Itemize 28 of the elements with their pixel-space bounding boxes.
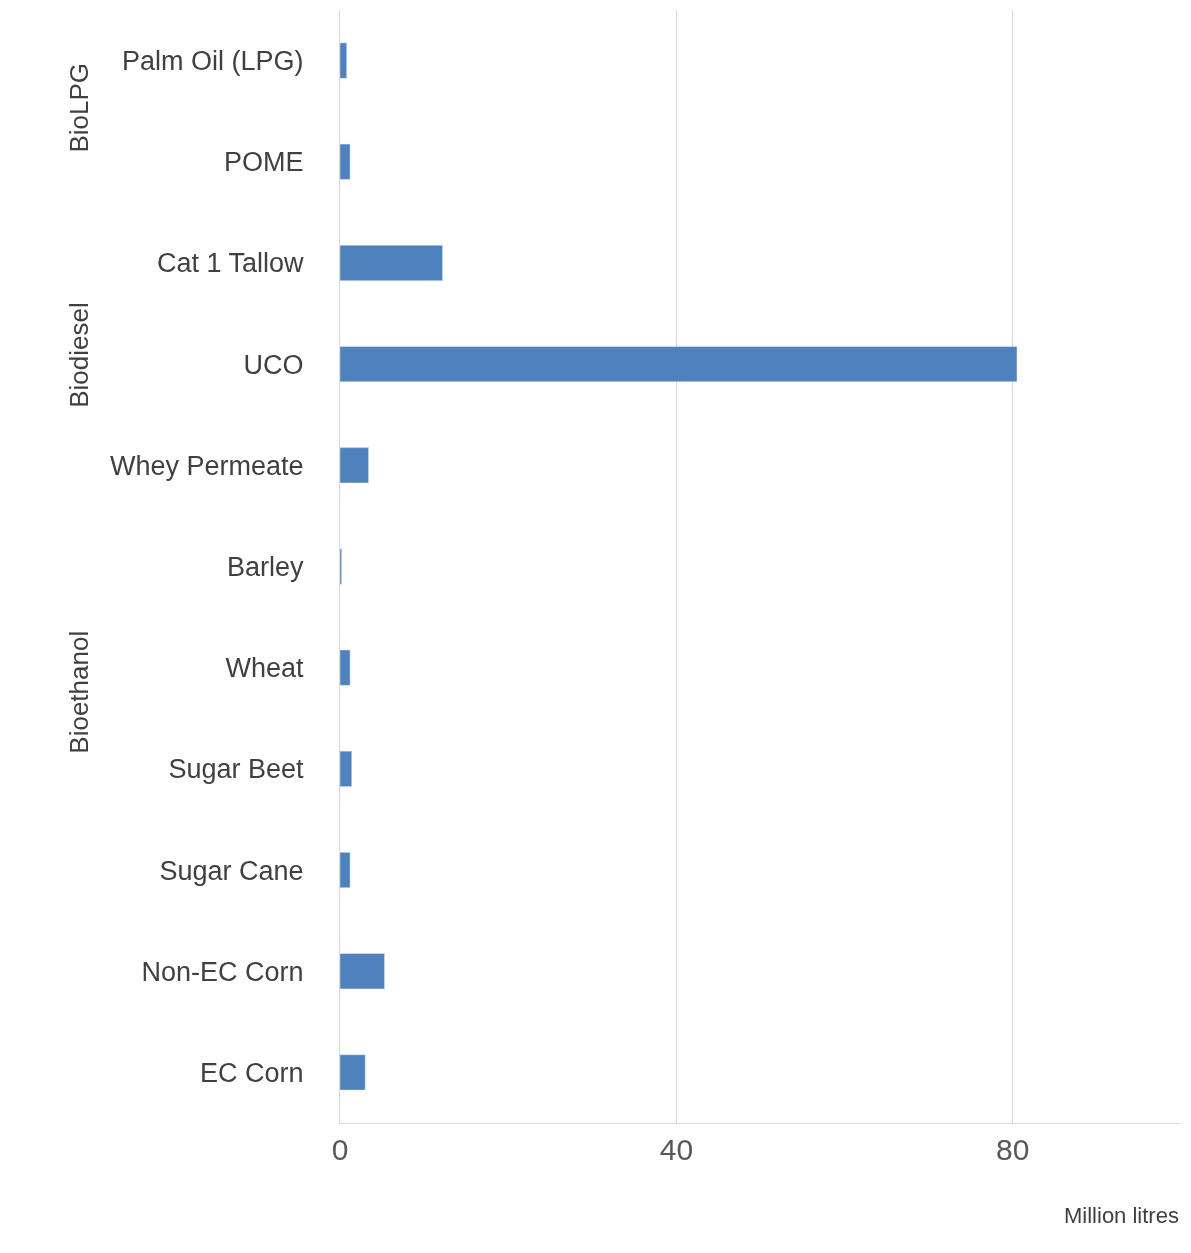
- bar: [340, 1054, 366, 1091]
- y-tick-label: Non-EC Corn: [141, 956, 304, 987]
- text: Bioethanol: [64, 630, 95, 754]
- x-tick-label: 80: [996, 1133, 1030, 1166]
- bar: [340, 42, 347, 79]
- x-tick-label: 0: [331, 1133, 349, 1166]
- bar: [340, 245, 443, 281]
- y-tick-label: EC Corn: [200, 1057, 304, 1088]
- bar: [340, 953, 385, 990]
- bar: [340, 447, 369, 484]
- y-tick-label: Palm Oil (LPG): [122, 46, 304, 77]
- y-tick-label: Barley: [227, 551, 305, 582]
- y-tick-label: Cat 1 Tallow: [157, 248, 305, 279]
- text: Biodiesel: [64, 302, 95, 408]
- bar: [340, 346, 1018, 383]
- x-axis-title: Million litres: [1064, 1203, 1179, 1228]
- y-tick-label: Wheat: [225, 653, 305, 684]
- bar: [340, 750, 353, 787]
- bar: [340, 143, 351, 180]
- y-tick-label: Whey Permeate: [110, 450, 304, 481]
- bar: [340, 852, 351, 888]
- text: BioLPG: [64, 62, 95, 153]
- bar: [340, 649, 351, 686]
- y-tick-label: UCO: [243, 349, 304, 380]
- y-tick-label: POME: [224, 147, 304, 178]
- y-tick-label: Sugar Cane: [159, 855, 304, 886]
- x-tick-label: 40: [659, 1133, 694, 1166]
- y-tick-label: Sugar Beet: [168, 754, 305, 785]
